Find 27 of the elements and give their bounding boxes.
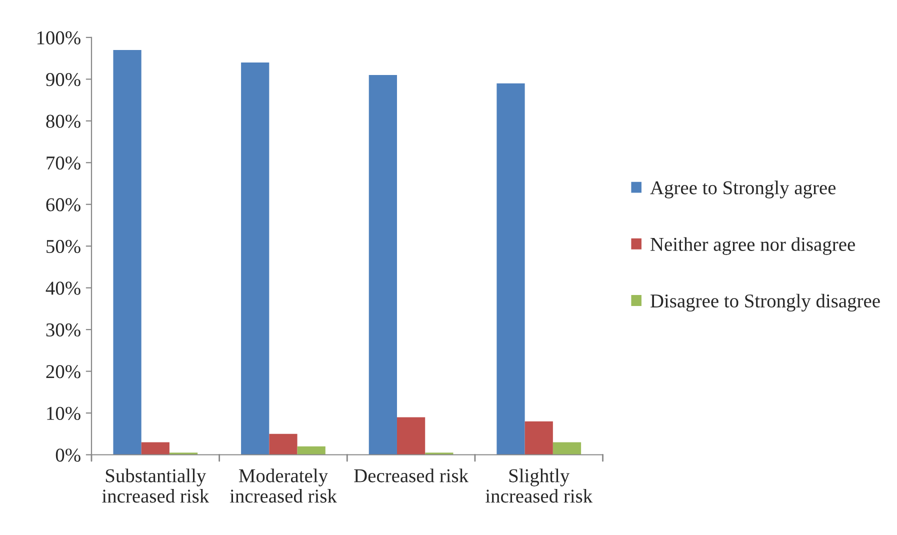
bar	[368, 75, 397, 455]
y-tick-label: 70%	[46, 156, 80, 170]
y-tick-label: 10%	[47, 406, 80, 420]
bar	[496, 83, 525, 455]
x-tick-label: Decreased risk	[354, 468, 469, 482]
y-tick-label: 50%	[46, 240, 80, 254]
bar	[241, 62, 270, 455]
y-tick-label: 20%	[46, 365, 80, 378]
bar	[396, 417, 426, 455]
y-tick-label: 30%	[46, 323, 80, 337]
legend-label: Agree to Strongly agree	[650, 180, 836, 198]
bar	[269, 434, 298, 455]
x-tick-label: Substantially increased risk	[102, 468, 210, 503]
bar	[552, 442, 582, 455]
bar	[141, 442, 170, 455]
x-tick-label: Slightly increased risk	[486, 468, 593, 503]
y-tick-label: 80%	[46, 114, 80, 128]
y-tick-label: 90%	[46, 72, 80, 86]
x-tick-label: Moderately increased risk	[230, 468, 337, 503]
y-tick-label: 0%	[56, 448, 80, 462]
y-tick-label: 60%	[46, 198, 80, 212]
bar	[524, 421, 553, 455]
legend-label: Neither agree nor disagree	[650, 237, 855, 255]
legend-label: Disagree to Strongly disagree	[650, 294, 880, 312]
y-tick-label: 40%	[46, 282, 80, 295]
y-tick-label: 100%	[37, 31, 80, 44]
bar	[113, 50, 142, 455]
